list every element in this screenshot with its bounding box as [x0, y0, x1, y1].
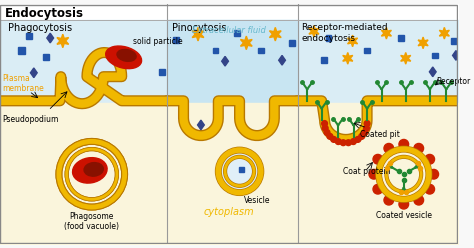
Circle shape: [336, 139, 341, 145]
Circle shape: [60, 142, 124, 206]
Polygon shape: [18, 47, 25, 54]
Circle shape: [331, 136, 337, 142]
Polygon shape: [279, 55, 285, 65]
Circle shape: [340, 140, 346, 146]
Polygon shape: [234, 30, 239, 36]
Text: Coated pit: Coated pit: [360, 130, 400, 139]
Polygon shape: [418, 37, 428, 49]
Circle shape: [322, 125, 328, 131]
Ellipse shape: [84, 163, 103, 176]
Text: Pinocytosis: Pinocytosis: [172, 23, 227, 32]
Polygon shape: [439, 27, 449, 39]
Circle shape: [429, 169, 438, 179]
Polygon shape: [222, 56, 228, 66]
Circle shape: [364, 125, 369, 131]
Polygon shape: [47, 33, 54, 43]
Circle shape: [324, 130, 330, 135]
Polygon shape: [382, 27, 392, 39]
Text: Phagosome
(food vacuole): Phagosome (food vacuole): [64, 212, 119, 231]
Polygon shape: [289, 40, 295, 46]
Circle shape: [364, 121, 370, 126]
Circle shape: [380, 150, 428, 198]
Circle shape: [425, 184, 435, 194]
Circle shape: [350, 139, 356, 145]
Polygon shape: [258, 48, 264, 54]
Polygon shape: [192, 27, 204, 41]
Text: Phagocytosis: Phagocytosis: [8, 23, 72, 32]
Circle shape: [384, 143, 393, 153]
Polygon shape: [321, 57, 327, 63]
Polygon shape: [398, 35, 404, 41]
Polygon shape: [309, 26, 319, 37]
Polygon shape: [159, 69, 165, 75]
Circle shape: [414, 195, 424, 205]
Text: Receptor: Receptor: [437, 77, 471, 86]
Polygon shape: [326, 35, 331, 41]
Circle shape: [371, 141, 437, 207]
Circle shape: [425, 155, 435, 164]
Circle shape: [399, 199, 409, 209]
Ellipse shape: [117, 49, 136, 61]
Polygon shape: [44, 55, 49, 60]
Polygon shape: [173, 37, 179, 43]
Ellipse shape: [106, 46, 142, 69]
Circle shape: [219, 151, 260, 192]
Circle shape: [355, 136, 361, 142]
Text: Coat protein: Coat protein: [343, 167, 391, 176]
Text: Receptor-mediated
endocytosis: Receptor-mediated endocytosis: [301, 23, 388, 43]
Text: solid particle: solid particle: [133, 37, 183, 46]
Polygon shape: [451, 38, 457, 44]
Circle shape: [362, 130, 367, 135]
Circle shape: [373, 155, 383, 164]
Circle shape: [346, 140, 351, 146]
Text: cytoplasm: cytoplasm: [204, 207, 254, 217]
Polygon shape: [429, 67, 436, 77]
Polygon shape: [364, 48, 370, 54]
Polygon shape: [401, 53, 411, 64]
Polygon shape: [212, 48, 219, 54]
Text: Coated vesicle: Coated vesicle: [376, 211, 432, 220]
Polygon shape: [198, 120, 204, 130]
Polygon shape: [432, 53, 438, 58]
Circle shape: [384, 195, 393, 205]
Circle shape: [322, 121, 328, 126]
Polygon shape: [269, 27, 281, 41]
Circle shape: [327, 133, 333, 139]
Text: Vesicle: Vesicle: [245, 196, 271, 205]
Ellipse shape: [73, 158, 107, 183]
Circle shape: [369, 169, 379, 179]
Text: Extracellular fluid: Extracellular fluid: [192, 27, 266, 35]
Polygon shape: [239, 167, 244, 172]
Circle shape: [414, 143, 424, 153]
Polygon shape: [343, 53, 353, 64]
Polygon shape: [26, 33, 32, 39]
Polygon shape: [240, 36, 252, 50]
Text: Pseudopodium: Pseudopodium: [2, 115, 58, 124]
Text: Endocytosis: Endocytosis: [5, 7, 84, 20]
Polygon shape: [57, 34, 69, 48]
Polygon shape: [30, 68, 37, 78]
Circle shape: [399, 139, 409, 149]
Polygon shape: [347, 35, 357, 47]
Polygon shape: [453, 51, 459, 60]
Circle shape: [373, 184, 383, 194]
Circle shape: [359, 133, 365, 139]
Text: Plasma
membrane: Plasma membrane: [2, 74, 44, 93]
